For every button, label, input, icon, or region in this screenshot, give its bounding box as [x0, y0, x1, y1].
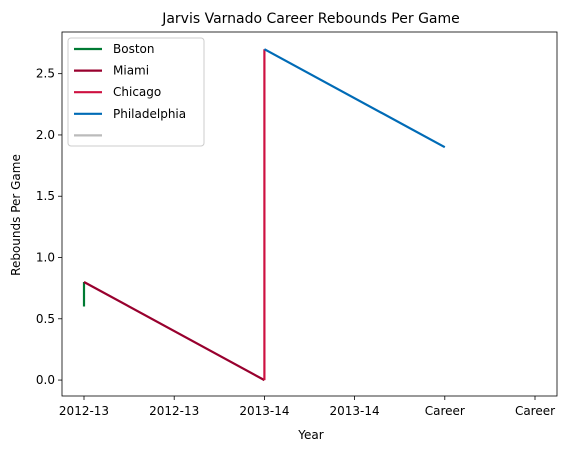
x-tick-label: Career	[515, 404, 555, 418]
x-tick-label: Career	[425, 404, 465, 418]
y-tick-label: 1.5	[36, 189, 55, 203]
legend-label: Boston	[113, 42, 154, 56]
legend-label: Philadelphia	[113, 107, 186, 121]
x-tick-label: 2012-13	[149, 404, 199, 418]
y-tick-label: 0.5	[36, 312, 55, 326]
legend-label: Miami	[113, 64, 149, 78]
x-axis-label: Year	[297, 428, 323, 442]
series-line-philadelphia	[263, 48, 446, 149]
y-tick-label: 1.0	[36, 251, 55, 265]
chart-title: Jarvis Varnado Career Rebounds Per Game	[161, 11, 460, 27]
plot-area: 0.0 0.5 1.0 1.5 2.0 2.5 2012-13 2012-13 2013-14 2…	[36, 31, 558, 418]
x-tick-label: 2013-14	[330, 404, 380, 418]
legend-label: Chicago	[113, 85, 161, 99]
axes-frame	[61, 31, 558, 397]
x-tick-label: 2012-13	[59, 404, 109, 418]
x-tick-label: 2013-14	[239, 404, 289, 418]
series-line-miami	[83, 281, 265, 382]
y-axis-label: Rebounds Per Game	[9, 154, 23, 276]
legend-box	[67, 37, 205, 147]
y-tick-label: 2.5	[36, 67, 55, 81]
y-tick-label: 2.0	[36, 128, 55, 142]
y-tick-label: 0.0	[36, 373, 55, 387]
